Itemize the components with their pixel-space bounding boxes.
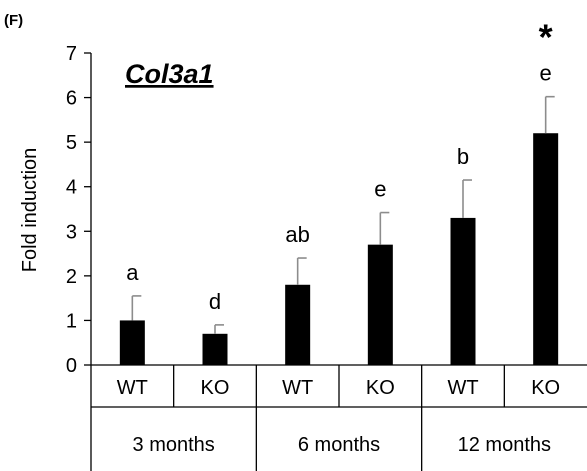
significance-letter-3: e [374,177,386,202]
x-category-label-5: KO [531,377,560,399]
x-category-label-2: WT [282,377,313,399]
x-category-label-3: KO [366,377,395,399]
bar-4 [450,217,476,365]
x-category-label-0: WT [117,377,148,399]
bar-0 [119,320,145,365]
y-axis-label: Fold induction [19,148,41,273]
y-tick-label-2: 2 [66,266,77,288]
significance-letter-1: d [209,289,221,314]
significance-letter-4: b [457,144,469,169]
plot-area: 0 1 2 3 4 5 6 7 a WT d KO ab WT e KO b WT e * KO 3 months 6 mo… [66,17,587,471]
significance-letter-5: e [540,61,552,86]
bar-1 [202,333,228,365]
y-tick-label-6: 6 [66,88,77,110]
x-group-label-0: 3 months [133,434,215,456]
x-group-label-1: 6 months [298,434,380,456]
y-tick-label-1: 1 [66,310,77,332]
y-tick-label-0: 0 [66,355,77,377]
y-tick-label-4: 4 [66,177,77,199]
significance-star-5: * [539,17,553,58]
bar-2 [285,284,311,365]
significance-letter-0: a [126,260,139,285]
x-category-label-4: WT [447,377,478,399]
bar-5 [533,133,559,365]
x-category-label-1: KO [201,377,230,399]
y-tick-label-3: 3 [66,221,77,243]
significance-letter-2: ab [285,222,309,247]
y-tick-label-7: 7 [66,43,77,65]
x-group-label-2: 12 months [458,434,551,456]
y-tick-label-5: 5 [66,132,77,154]
bar-3 [367,244,393,365]
panel-label: (F) [4,12,23,29]
chart-title: Col3a1 [125,59,214,89]
